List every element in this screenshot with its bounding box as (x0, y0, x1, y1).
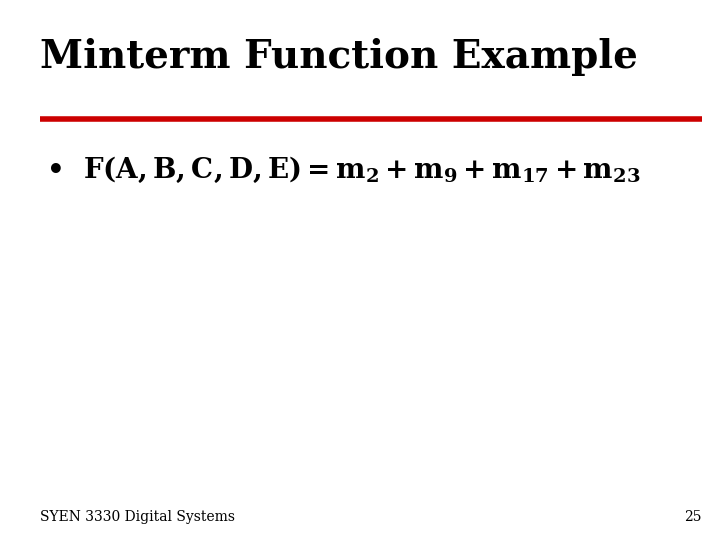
Text: $\mathdefault{F(A, B, C, D, E) = m_{2} + m_{9} + m_{17} + m_{23}}$: $\mathdefault{F(A, B, C, D, E) = m_{2} +… (83, 155, 640, 185)
Text: SYEN 3330 Digital Systems: SYEN 3330 Digital Systems (40, 510, 235, 524)
Text: 25: 25 (685, 510, 702, 524)
Text: •: • (47, 157, 65, 184)
Text: Minterm Function Example: Minterm Function Example (40, 38, 637, 76)
